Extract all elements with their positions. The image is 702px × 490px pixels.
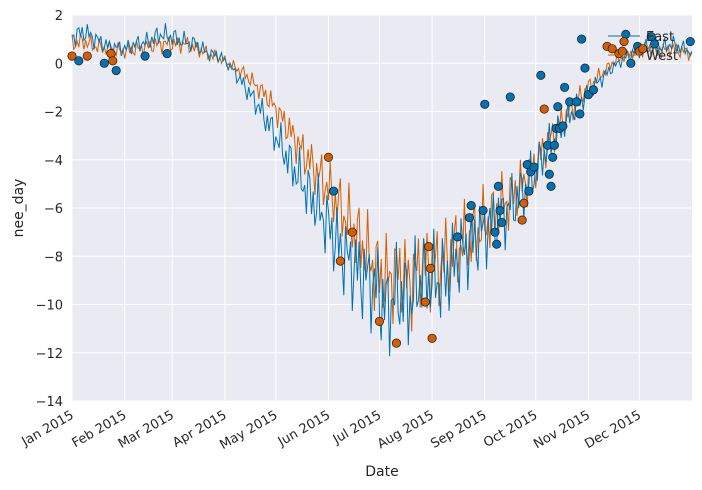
y-axis-label: nee_day xyxy=(11,179,27,238)
data-marker-west xyxy=(374,316,385,326)
y-tick-label: −10 xyxy=(36,299,63,314)
y-tick-label: −12 xyxy=(36,347,63,362)
y-tick-labels: 2 0 −2 −4 −6 −8 −10 −12 −14 xyxy=(36,9,63,410)
data-marker-east xyxy=(571,97,582,107)
legend-label-west: West xyxy=(646,49,678,64)
data-marker-east xyxy=(650,39,660,49)
data-marker-east xyxy=(626,58,636,68)
data-marker-east xyxy=(466,201,476,211)
series-markers xyxy=(67,29,695,348)
data-marker-east xyxy=(493,181,503,191)
data-marker-east xyxy=(74,56,84,66)
data-marker-west xyxy=(323,152,334,162)
data-marker-east xyxy=(529,162,539,172)
data-marker-east xyxy=(544,169,554,179)
data-marker-east xyxy=(480,99,490,109)
data-marker-east xyxy=(478,205,488,215)
data-marker-west xyxy=(108,56,118,66)
y-tick-label: −2 xyxy=(44,106,63,121)
y-tick-label: 2 xyxy=(55,9,63,24)
x-tick-label: Aug 2015 xyxy=(375,408,437,452)
data-marker-west xyxy=(427,333,437,343)
data-marker-east xyxy=(111,65,121,76)
x-axis-label: Date xyxy=(365,464,398,480)
data-marker-east xyxy=(575,109,585,119)
legend-label-east: East xyxy=(646,30,674,45)
data-marker-east xyxy=(548,152,558,162)
data-marker-east xyxy=(497,217,507,228)
data-marker-east xyxy=(140,51,150,61)
data-marker-west xyxy=(607,44,617,54)
x-tick-label: Sep 2015 xyxy=(428,408,489,452)
y-tick-label: 0 xyxy=(55,57,63,72)
data-marker-west xyxy=(619,36,629,47)
y-tick-label: −14 xyxy=(36,395,63,410)
data-marker-east xyxy=(505,92,515,102)
data-marker-west xyxy=(335,256,345,266)
data-marker-east xyxy=(464,213,475,223)
data-marker-east xyxy=(536,70,546,80)
data-marker-east xyxy=(558,121,568,131)
data-marker-west xyxy=(67,51,77,61)
x-tick-label: Nov 2015 xyxy=(531,408,593,452)
data-marker-west xyxy=(519,198,529,208)
data-marker-west xyxy=(425,263,435,273)
data-marker-east xyxy=(577,34,587,44)
data-marker-east xyxy=(99,58,109,68)
data-marker-east xyxy=(560,82,570,92)
data-marker-west xyxy=(420,297,430,307)
x-tick-label: May 2015 xyxy=(217,408,280,453)
data-marker-east xyxy=(546,181,556,191)
data-marker-east xyxy=(685,36,695,47)
data-marker-west xyxy=(617,46,627,56)
data-marker-east xyxy=(453,232,463,242)
data-marker-east xyxy=(553,102,563,112)
data-marker-west xyxy=(539,104,549,114)
data-marker-west xyxy=(424,242,434,252)
data-marker-east xyxy=(162,49,172,59)
data-marker-east xyxy=(329,186,339,196)
x-tick-label: Jun 2015 xyxy=(275,408,333,450)
y-tick-label: −4 xyxy=(44,154,63,169)
data-marker-east xyxy=(549,140,559,150)
data-marker-east xyxy=(490,227,500,237)
x-tick-label: Jan 2015 xyxy=(19,408,77,450)
data-marker-west xyxy=(82,51,92,61)
legend: East West xyxy=(608,30,678,64)
x-tick-label: Dec 2015 xyxy=(582,408,644,452)
data-marker-east xyxy=(646,32,656,42)
data-marker-east xyxy=(588,85,599,95)
data-marker-west xyxy=(391,338,401,348)
data-marker-west xyxy=(517,215,527,225)
series-line-west xyxy=(71,33,693,332)
data-marker-west xyxy=(638,44,648,54)
data-marker-east xyxy=(495,205,505,215)
data-marker-east xyxy=(492,239,502,249)
x-tick-label: Oct 2015 xyxy=(481,408,540,451)
y-tick-label: −8 xyxy=(44,250,63,265)
y-tick-label: −6 xyxy=(44,202,63,217)
data-marker-east xyxy=(524,186,534,196)
data-marker-west xyxy=(347,227,357,237)
data-marker-east xyxy=(580,63,590,73)
